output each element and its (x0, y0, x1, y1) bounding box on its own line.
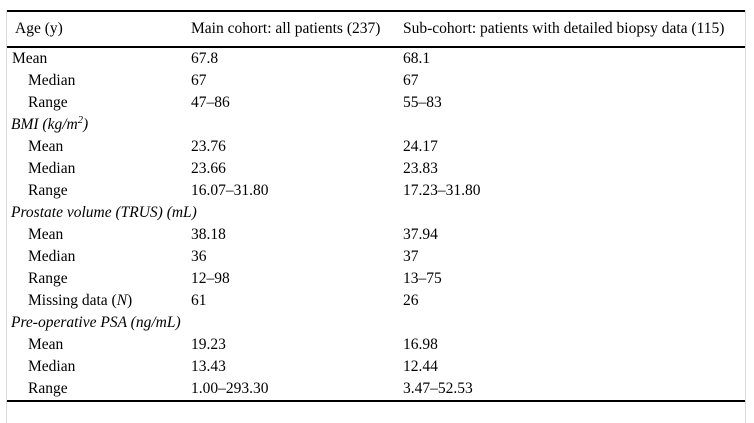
main-cohort-value: 61 (191, 292, 207, 309)
main-cohort-value: 36 (191, 248, 207, 265)
column-header-age: Age (y) (6, 11, 191, 48)
superscript: 2 (77, 114, 83, 126)
row-label: Mean (28, 336, 64, 353)
main-cohort-value (191, 114, 403, 136)
table-row: Missing data (N) 61 26 (6, 290, 745, 312)
main-cohort-value: 67.8 (191, 50, 219, 67)
column-header-sub-cohort: Sub-cohort: patients with detailed biops… (403, 11, 745, 48)
table-row: Median 67 67 (6, 70, 745, 92)
patient-characteristics-table: Age (y) Main cohort: all patients (237) … (6, 10, 745, 402)
row-label: Range (28, 182, 68, 199)
sub-cohort-value: 12.44 (403, 358, 438, 375)
main-cohort-value: 67 (191, 72, 207, 89)
sub-cohort-value (403, 312, 745, 334)
table-row: Mean 38.18 37.94 (6, 224, 745, 246)
label-segment: N (116, 292, 128, 309)
row-label: Range (28, 380, 68, 397)
sub-cohort-value: 37.94 (403, 226, 438, 243)
row-label: Prostate volume (TRUS) (mL) (11, 204, 197, 221)
table-body: Mean 67.8 68.1 Median 67 67 Range 47–86 55–83 BMI… (6, 47, 745, 401)
sub-cohort-value: 24.17 (403, 138, 438, 155)
column-header-main-cohort: Main cohort: all patients (237) (191, 11, 403, 48)
main-cohort-value (191, 202, 403, 224)
page-edge-right-line (745, 10, 746, 423)
label-segment: Missing data ( (28, 292, 117, 309)
section-row: BMI (kg/m2) (6, 114, 745, 136)
main-cohort-value: 1.00–293.30 (191, 380, 269, 397)
sub-cohort-value: 68.1 (403, 50, 431, 67)
sub-cohort-value (403, 114, 745, 136)
table-row: Range 47–86 55–83 (6, 92, 745, 114)
row-label: Missing data (N) (6, 290, 191, 312)
sub-cohort-value: 3.47–52.53 (403, 380, 473, 397)
sub-cohort-value: 37 (403, 248, 419, 265)
row-label: Range (28, 94, 68, 111)
row-label: Median (28, 72, 76, 89)
table-row: Median 23.66 23.83 (6, 158, 745, 180)
main-cohort-value: 13.43 (191, 358, 226, 375)
row-label: Pre-operative PSA (ng/mL) (11, 314, 181, 331)
table-row: Mean 19.23 16.98 (6, 334, 745, 356)
main-cohort-value (191, 312, 403, 334)
table-header: Age (y) Main cohort: all patients (237) … (6, 11, 745, 48)
row-label: Median (28, 160, 76, 177)
table-row: Median 13.43 12.44 (6, 356, 745, 378)
row-label: Mean (12, 50, 48, 67)
sub-cohort-value: 16.98 (403, 336, 438, 353)
main-cohort-value: 19.23 (191, 336, 226, 353)
sub-cohort-value: 67 (403, 72, 419, 89)
label-segment: ) (82, 116, 89, 133)
row-label: Range (28, 270, 68, 287)
header-row: Age (y) Main cohort: all patients (237) … (6, 11, 745, 48)
row-label: Median (28, 358, 76, 375)
main-cohort-value: 16.07–31.80 (191, 182, 269, 199)
sub-cohort-value (403, 202, 745, 224)
row-label: BMI (kg/m2) (6, 114, 191, 136)
row-label: Median (28, 248, 76, 265)
main-cohort-value: 23.76 (191, 138, 226, 155)
table-row: Mean 67.8 68.1 (6, 47, 745, 70)
row-label: Mean (28, 138, 64, 155)
label-segment: ) (127, 292, 133, 309)
sub-cohort-value: 17.23–31.80 (403, 182, 481, 199)
table-row: Range 1.00–293.30 3.47–52.53 (6, 378, 745, 401)
sub-cohort-value: 26 (403, 292, 419, 309)
page-edge-left-line (6, 10, 7, 423)
sub-cohort-value: 13–75 (403, 270, 442, 287)
section-row: Prostate volume (TRUS) (mL) (6, 202, 745, 224)
row-label: Mean (28, 226, 64, 243)
sub-cohort-value: 23.83 (403, 160, 438, 177)
section-row: Pre-operative PSA (ng/mL) (6, 312, 745, 334)
main-cohort-value: 23.66 (191, 160, 226, 177)
sub-cohort-value: 55–83 (403, 94, 442, 111)
label-segment: BMI (kg/m (11, 116, 78, 133)
table-row: Range 16.07–31.80 17.23–31.80 (6, 180, 745, 202)
main-cohort-value: 12–98 (191, 270, 230, 287)
table-row: Median 36 37 (6, 246, 745, 268)
table-row: Mean 23.76 24.17 (6, 136, 745, 158)
main-cohort-value: 38.18 (191, 226, 226, 243)
main-cohort-value: 47–86 (191, 94, 230, 111)
table-row: Range 12–98 13–75 (6, 268, 745, 290)
